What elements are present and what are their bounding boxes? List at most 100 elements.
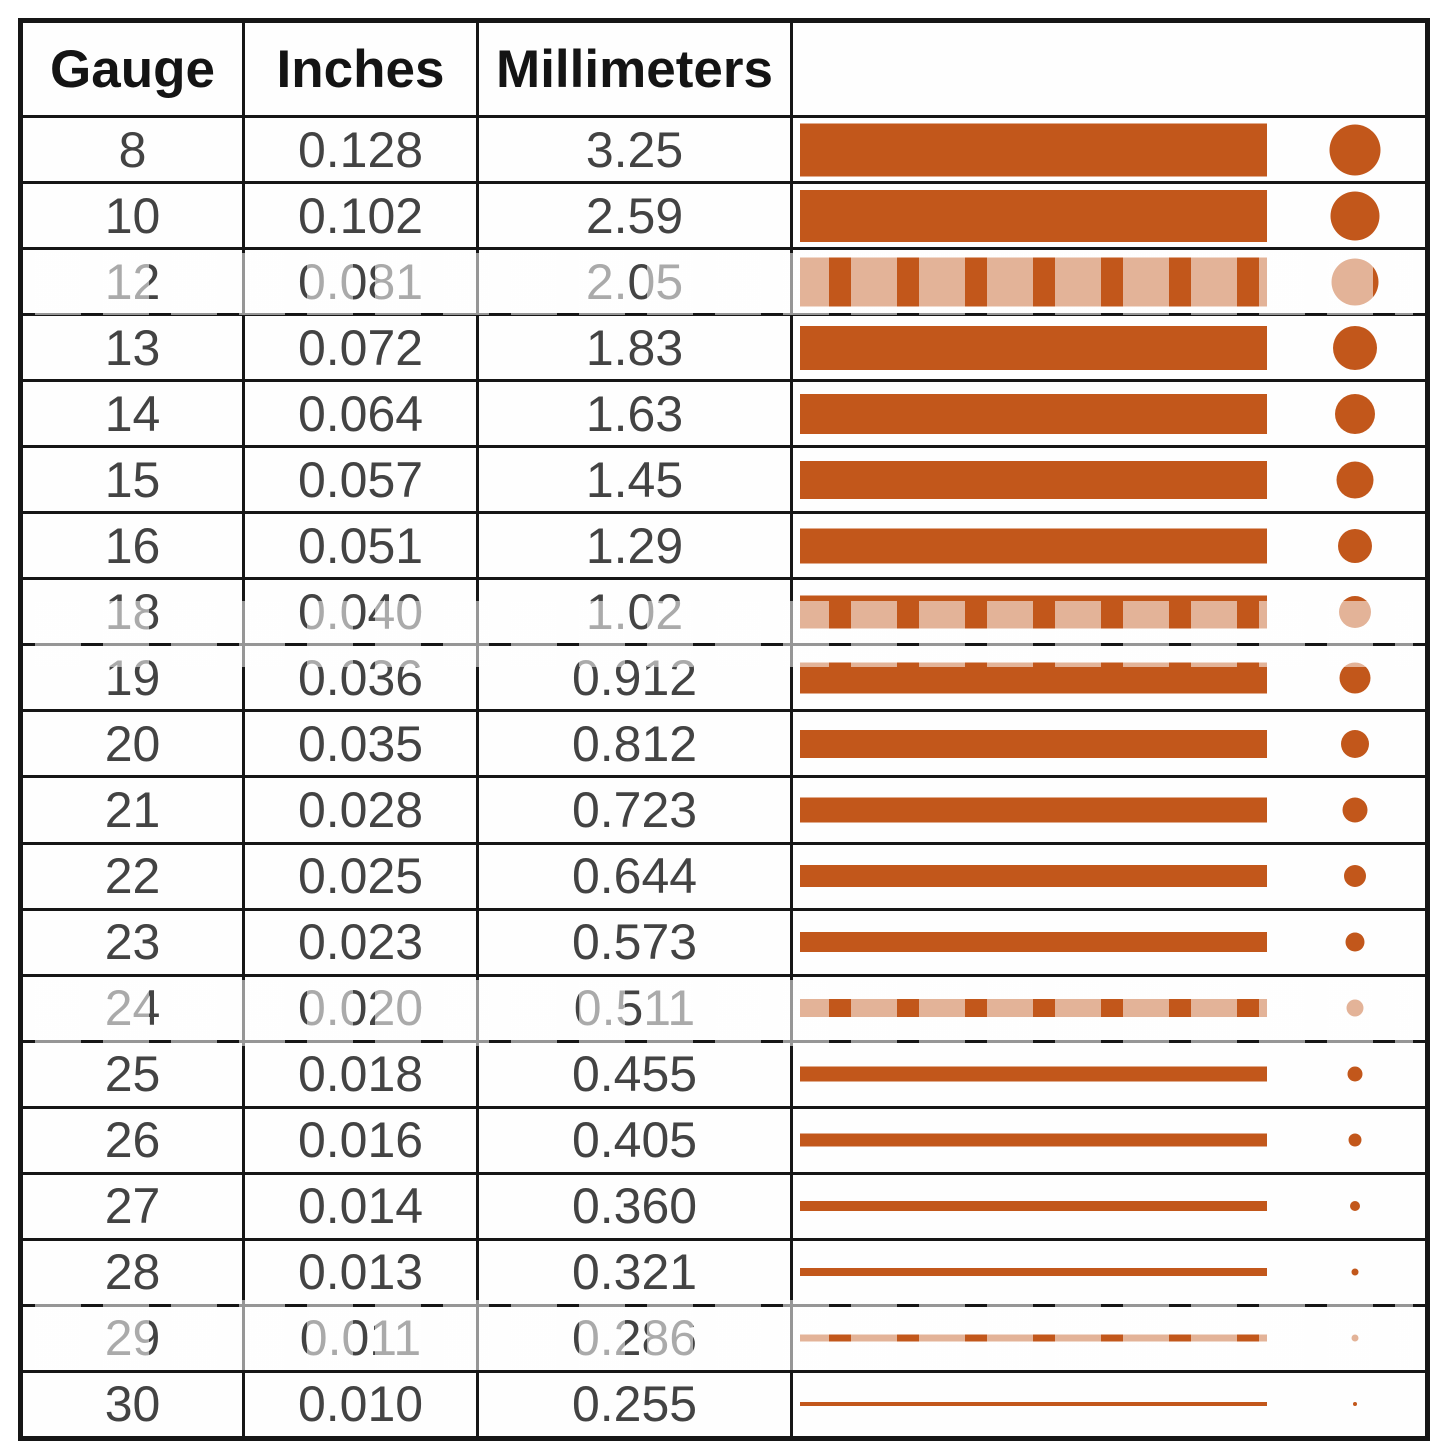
- wire-cross-section-dot: [1339, 595, 1371, 628]
- wire-thickness-bar: [800, 1133, 1267, 1147]
- wire-visual-cell: [793, 184, 1425, 247]
- inches-value: 0.128: [245, 118, 479, 182]
- inches-value: 0.064: [245, 382, 479, 446]
- table-row: 18 0.040 1.02: [23, 577, 1425, 644]
- table-row: 8 0.128 3.25: [23, 115, 1425, 182]
- wire-cross-section-dot: [1341, 729, 1369, 758]
- gauge-value: 30: [23, 1372, 245, 1436]
- millimeters-value: 0.511: [479, 976, 793, 1040]
- inches-value: 0.020: [245, 976, 479, 1040]
- wire-cross-section-dot: [1333, 325, 1377, 370]
- gauge-value: 13: [23, 316, 245, 380]
- wire-cross-section-dot: [1335, 393, 1375, 434]
- millimeters-value: 0.644: [479, 844, 793, 908]
- wire-visual-cell: [793, 514, 1425, 577]
- inches-value: 0.013: [245, 1240, 479, 1304]
- table-row: 28 0.013 0.321: [23, 1237, 1425, 1304]
- inches-value: 0.028: [245, 778, 479, 842]
- wire-gauge-table: Gauge Inches Millimeters 8 0.128 3.25 10…: [18, 18, 1430, 1441]
- table-row: 20 0.035 0.812: [23, 709, 1425, 776]
- table-row: 23 0.023 0.573: [23, 907, 1425, 974]
- wire-thickness-bar: [800, 595, 1267, 629]
- inches-value: 0.102: [245, 184, 479, 248]
- wire-thickness-bar: [800, 662, 1267, 694]
- inches-value: 0.040: [245, 580, 479, 644]
- millimeters-value: 0.360: [479, 1174, 793, 1238]
- wire-thickness-bar: [800, 865, 1267, 888]
- wire-thickness-bar: [800, 1402, 1267, 1407]
- wire-cross-section-dot: [1339, 662, 1371, 694]
- gauge-value: 18: [23, 580, 245, 644]
- table-row: 26 0.016 0.405: [23, 1105, 1425, 1172]
- wire-visual-cell: [793, 778, 1425, 841]
- header-inches: Inches: [245, 23, 479, 115]
- wire-thickness-bar: [800, 1201, 1267, 1212]
- millimeters-value: 0.455: [479, 1042, 793, 1106]
- gauge-value: 20: [23, 712, 245, 776]
- millimeters-value: 1.45: [479, 448, 793, 512]
- gauge-value: 12: [23, 250, 245, 314]
- wire-visual-cell: [793, 1043, 1425, 1106]
- gauge-value: 28: [23, 1240, 245, 1304]
- wire-cross-section-dot: [1344, 865, 1366, 888]
- gauge-value: 19: [23, 646, 245, 710]
- wire-cross-section-dot: [1347, 1066, 1363, 1082]
- wire-cross-section-dot: [1346, 999, 1364, 1017]
- wire-cross-section-dot: [1336, 461, 1374, 499]
- table-row: 24 0.020 0.511: [23, 973, 1425, 1040]
- millimeters-value: 0.573: [479, 910, 793, 974]
- table-row: 21 0.028 0.723: [23, 775, 1425, 842]
- gauge-value: 21: [23, 778, 245, 842]
- wire-thickness-bar: [800, 932, 1267, 953]
- wire-thickness-bar: [800, 729, 1267, 758]
- header-visual-empty: [793, 23, 1425, 115]
- inches-value: 0.025: [245, 844, 479, 908]
- millimeters-value: 2.05: [479, 250, 793, 314]
- millimeters-value: 0.255: [479, 1372, 793, 1436]
- gauge-value: 15: [23, 448, 245, 512]
- wire-thickness-bar: [800, 189, 1267, 242]
- wire-visual-cell: [793, 712, 1425, 775]
- gauge-value: 10: [23, 184, 245, 248]
- table-row: 14 0.064 1.63: [23, 379, 1425, 446]
- table-row: 25 0.018 0.455: [23, 1039, 1425, 1106]
- millimeters-value: 0.286: [479, 1306, 793, 1370]
- inches-value: 0.016: [245, 1108, 479, 1172]
- table-row: 29 0.011 0.286: [23, 1303, 1425, 1370]
- wire-thickness-bar: [800, 123, 1267, 177]
- millimeters-value: 1.02: [479, 580, 793, 644]
- header-millimeters: Millimeters: [479, 23, 793, 115]
- inches-value: 0.010: [245, 1372, 479, 1436]
- millimeters-value: 1.29: [479, 514, 793, 578]
- table-row: 27 0.014 0.360: [23, 1171, 1425, 1238]
- inches-value: 0.011: [245, 1306, 479, 1370]
- inches-value: 0.023: [245, 910, 479, 974]
- millimeters-value: 1.63: [479, 382, 793, 446]
- millimeters-value: 0.812: [479, 712, 793, 776]
- millimeters-value: 0.321: [479, 1240, 793, 1304]
- wire-visual-cell: [793, 1175, 1425, 1238]
- wire-cross-section-dot: [1348, 1133, 1362, 1147]
- table-row: 13 0.072 1.83: [23, 313, 1425, 380]
- table-row: 30 0.010 0.255: [23, 1369, 1425, 1436]
- millimeters-value: 1.83: [479, 316, 793, 380]
- inches-value: 0.057: [245, 448, 479, 512]
- wire-visual-cell: [793, 250, 1425, 313]
- header-gauge: Gauge: [23, 23, 245, 115]
- gauge-value: 25: [23, 1042, 245, 1106]
- table-row: 16 0.051 1.29: [23, 511, 1425, 578]
- gauge-value: 23: [23, 910, 245, 974]
- table-row: 10 0.102 2.59: [23, 181, 1425, 248]
- wire-cross-section-dot: [1353, 1402, 1357, 1407]
- wire-cross-section-dot: [1338, 528, 1372, 563]
- wire-visual-cell: [793, 1109, 1425, 1172]
- wire-visual-cell: [793, 911, 1425, 974]
- gauge-value: 29: [23, 1306, 245, 1370]
- wire-cross-section-dot: [1330, 191, 1380, 241]
- wire-cross-section-dot: [1351, 1334, 1359, 1342]
- wire-cross-section-dot: [1331, 258, 1379, 306]
- millimeters-value: 3.25: [479, 118, 793, 182]
- wire-thickness-bar: [800, 999, 1267, 1018]
- wire-thickness-bar: [800, 1268, 1267, 1277]
- inches-value: 0.018: [245, 1042, 479, 1106]
